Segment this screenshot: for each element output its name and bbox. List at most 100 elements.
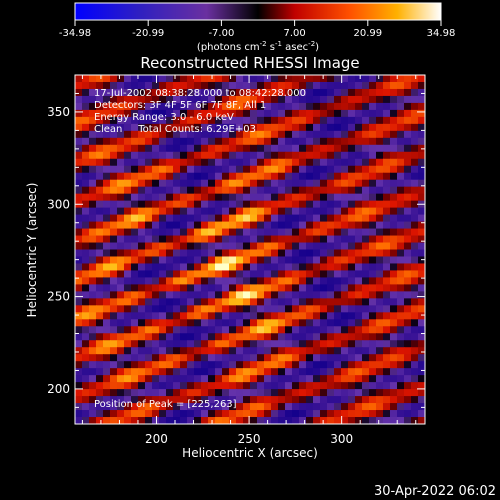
heatmap-cell	[390, 221, 398, 230]
heatmap-cell	[390, 382, 398, 390]
heatmap-cell	[166, 200, 174, 209]
heatmap-cell	[362, 410, 370, 418]
heatmap-cell	[383, 284, 391, 292]
heatmap-cell	[250, 123, 258, 132]
heatmap-cell	[376, 417, 384, 424]
heatmap-cell	[110, 186, 118, 195]
heatmap-cell	[89, 75, 97, 83]
heatmap-cell	[383, 172, 391, 181]
heatmap-cell	[327, 137, 335, 146]
heatmap-cell	[271, 109, 279, 118]
heatmap-cell	[390, 347, 398, 355]
heatmap-cell	[390, 165, 398, 174]
heatmap-cell	[194, 214, 202, 223]
heatmap-cell	[243, 417, 251, 424]
heatmap-cell	[201, 242, 209, 251]
heatmap-cell	[166, 277, 174, 285]
heatmap-cell	[320, 235, 328, 244]
heatmap-cell	[397, 256, 405, 265]
heatmap-cell	[278, 116, 286, 125]
heatmap-cell	[411, 347, 419, 355]
heatmap-cell	[131, 305, 139, 313]
heatmap-cell	[117, 179, 125, 188]
heatmap-cell	[201, 396, 209, 404]
heatmap-cell	[376, 347, 384, 355]
heatmap-cell	[243, 291, 251, 299]
heatmap-cell	[173, 298, 181, 306]
heatmap-cell	[257, 298, 265, 306]
heatmap-cell	[355, 333, 363, 341]
heatmap-cell	[89, 179, 97, 188]
heatmap-cell	[271, 165, 279, 174]
heatmap-cell	[215, 193, 223, 202]
heatmap-cell	[152, 102, 160, 111]
heatmap-cell	[166, 130, 174, 139]
heatmap-cell	[306, 284, 314, 292]
heatmap-cell	[271, 144, 279, 153]
heatmap-cell	[180, 151, 188, 160]
heatmap-cell	[390, 88, 398, 97]
heatmap-cell	[257, 158, 265, 167]
heatmap-cell	[369, 109, 377, 118]
heatmap-cell	[159, 179, 167, 188]
heatmap-cell	[341, 88, 349, 97]
heatmap-cell	[250, 389, 258, 397]
heatmap-cell	[376, 116, 384, 125]
heatmap-cell	[390, 228, 398, 237]
heatmap-cell	[320, 158, 328, 167]
heatmap-cell	[194, 256, 202, 265]
heatmap-cell	[236, 228, 244, 237]
heatmap-cell	[264, 326, 272, 334]
heatmap-cell	[383, 214, 391, 223]
heatmap-cell	[355, 270, 363, 279]
heatmap-cell	[159, 270, 167, 279]
heatmap-cell	[404, 186, 412, 195]
heatmap-cell	[138, 144, 146, 153]
heatmap-cell	[75, 333, 83, 341]
heatmap-cell	[194, 361, 202, 369]
heatmap-cell	[159, 305, 167, 313]
heatmap-cell	[194, 284, 202, 292]
heatmap-cell	[306, 130, 314, 139]
heatmap-cell	[180, 361, 188, 369]
heatmap-cell	[348, 354, 356, 362]
heatmap-cell	[306, 298, 314, 306]
heatmap-cell	[285, 200, 293, 209]
heatmap-cell	[418, 165, 425, 174]
heatmap-cell	[131, 88, 139, 97]
heatmap-cell	[229, 228, 237, 237]
heatmap-cell	[236, 179, 244, 188]
heatmap-cell	[369, 165, 377, 174]
heatmap-cell	[355, 179, 363, 188]
heatmap-cell	[292, 284, 300, 292]
heatmap-cell	[341, 340, 349, 348]
heatmap-cell	[404, 410, 412, 418]
heatmap-cell	[376, 81, 384, 90]
heatmap-cell	[222, 326, 230, 334]
heatmap-cell	[124, 361, 132, 369]
heatmap-cell	[250, 200, 258, 209]
heatmap-cell	[229, 81, 237, 90]
heatmap-cell	[222, 207, 230, 216]
heatmap-cell	[348, 403, 356, 411]
heatmap-cell	[243, 284, 251, 292]
heatmap-cell	[173, 291, 181, 299]
heatmap-cell	[89, 354, 97, 362]
heatmap-cell	[124, 263, 132, 272]
heatmap-cell	[264, 298, 272, 306]
heatmap-cell	[152, 207, 160, 216]
heatmap-cell	[89, 396, 97, 404]
heatmap-cell	[320, 116, 328, 125]
heatmap-cell	[187, 382, 195, 390]
heatmap-cell	[103, 102, 111, 111]
heatmap-cell	[229, 333, 237, 341]
heatmap-cell	[411, 410, 419, 418]
heatmap-cell	[180, 228, 188, 237]
heatmap-cell	[103, 340, 111, 348]
heatmap-cell	[411, 263, 419, 272]
heatmap-cell	[75, 277, 83, 285]
heatmap-cell	[124, 172, 132, 181]
heatmap-cell	[229, 277, 237, 285]
heatmap-cell	[418, 347, 425, 355]
heatmap-cell	[173, 354, 181, 362]
